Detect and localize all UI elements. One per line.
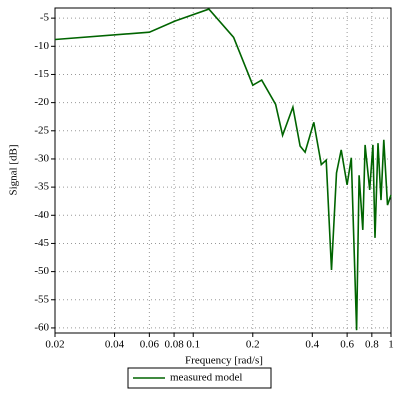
x-tick-label: 0.06 xyxy=(140,339,160,351)
plot-frame xyxy=(54,7,392,334)
y-tick-label: -35 xyxy=(34,181,49,193)
y-axis-label: Signal [dB] xyxy=(8,144,20,195)
y-tick-label: -55 xyxy=(34,293,49,305)
x-tick-label: 1 xyxy=(388,339,394,351)
x-tick-label: 0.02 xyxy=(45,339,64,351)
y-tick-label: -45 xyxy=(34,237,49,249)
x-tick-label: 0.6 xyxy=(340,339,354,351)
y-tick-label: -5 xyxy=(40,12,50,24)
x-tick-label: 0.1 xyxy=(186,339,200,351)
data-line xyxy=(54,8,392,331)
y-tick-label: -20 xyxy=(34,96,49,108)
y-tick-label: -40 xyxy=(34,209,49,221)
legend-label: measured model xyxy=(170,372,242,384)
legend-box xyxy=(127,367,272,389)
y-tick-label: -10 xyxy=(34,40,49,52)
x-tick-label: 0.8 xyxy=(365,339,379,351)
x-tick-label: 0.04 xyxy=(105,339,125,351)
y-tick-label: -60 xyxy=(34,321,49,333)
y-tick-label: -30 xyxy=(34,152,49,164)
y-tick-label: -50 xyxy=(34,265,49,277)
x-tick-label: 0.2 xyxy=(246,339,260,351)
y-tick-label: -15 xyxy=(34,68,49,80)
x-tick-label: 0.08 xyxy=(164,339,184,351)
y-tick-label: -25 xyxy=(34,124,49,136)
x-tick-label: 0.4 xyxy=(305,339,319,351)
x-axis-label: Frequency [rad/s] xyxy=(185,355,263,367)
